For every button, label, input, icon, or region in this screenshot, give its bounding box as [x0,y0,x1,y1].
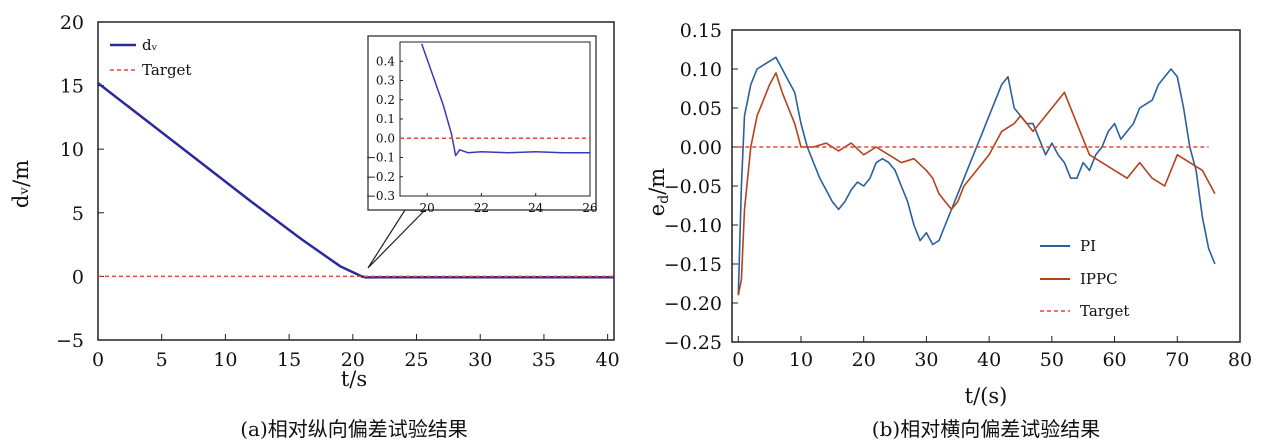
inset-xtick-label: 22 [474,201,489,215]
inset-series-d- [420,43,590,157]
inset-xtick-label: 26 [582,201,597,215]
inset-ytick-label: 0.4 [376,54,395,68]
chart-b-xtick-label: 10 [789,349,813,371]
chart-b-xtick-label: 50 [1040,349,1064,371]
chart-a-caption: (a)相对纵向偏差试验结果 [240,417,468,441]
chart-a-xtick-label: 20 [341,349,365,371]
chart-b-ytick-label: −0.10 [664,215,722,237]
legend-target-label: Target [142,61,191,79]
chart-b-xtick-label: 80 [1228,349,1252,371]
chart-a-ytick-label: 20 [60,12,84,34]
chart-a-series-d- [97,82,614,279]
chart-b-xtick-label: 20 [852,349,876,371]
inset-ytick-label: 0.1 [376,112,395,126]
chart-b-series-ippc [737,72,1216,296]
inset-xtick-label: 24 [528,201,544,215]
inset-ytick-label: −0.2 [366,170,395,184]
chart-a-ytick-label: 5 [72,203,84,225]
chart-b-ytick-label: 0.05 [680,98,722,120]
chart-a: 0 5 10 15 20 25 30 35 40 20 15 10 5 0 −5 dᵥ Target 20 2… [9,12,620,441]
inset-ytick-label: 0.2 [376,93,395,107]
chart-b-ytick-label: 0.00 [680,137,722,159]
legend-ippc-label: IPPC [1080,270,1118,288]
chart-a-xtick-label: 25 [404,349,428,371]
chart-b-ytick-label: −0.05 [664,176,722,198]
inset-ytick-label: −0.1 [366,151,395,165]
inset-ytick-label: 0.0 [376,131,395,145]
chart-a-ytick-label: −5 [56,330,84,352]
chart-a-ytick-label: 10 [60,139,84,161]
chart-a-ylabel: dᵥ/m [9,160,33,208]
chart-a-xtick-label: 10 [213,349,237,371]
inset-ytick-label: 0.3 [376,74,395,88]
chart-b-ylabel: ed/m [645,168,672,216]
chart-a-ytick-label: 15 [60,76,84,98]
chart-b-xlabel: t/(s) [965,384,1008,408]
chart-a-xtick-label: 5 [156,349,168,371]
legend-target-b-label: Target [1080,302,1129,320]
chart-a-frame [97,21,615,341]
legend-pi-label: PI [1080,237,1096,255]
chart-b-ytick-label: 0.10 [680,59,722,81]
inset-xtick-label: 20 [420,201,435,215]
chart-b-xtick-label: 40 [977,349,1001,371]
chart-a-xtick-label: 40 [596,349,620,371]
chart-a-xtick-label: 0 [92,349,104,371]
chart-b-ytick-label: −0.20 [664,293,722,315]
chart-b-xtick-label: 30 [914,349,938,371]
chart-b-caption: (b)相对横向偏差试验结果 [872,417,1100,441]
chart-a-xlabel: t/s [341,367,367,391]
inset-callout [367,209,427,269]
chart-b-xtick-label: 70 [1165,349,1189,371]
chart-b: 0 10 20 30 40 50 60 70 80 0.15 0.10 0.05 0.00 −0.05 −0… [645,20,1252,441]
chart-a-legend: dᵥ Target [110,36,191,79]
chart-a-ytick-label: 0 [72,266,84,288]
legend-dv-label: dᵥ [142,36,158,54]
chart-a-xtick-label: 35 [532,349,556,371]
chart-b-xtick-label: 60 [1102,349,1126,371]
chart-b-legend: PI IPPC Target [1040,237,1129,320]
chart-b-ytick-label: 0.15 [680,20,722,42]
inset-plot-frame [399,41,591,197]
chart-b-ytick-label: −0.25 [664,332,722,354]
inset-ytick-label: −0.3 [366,189,395,203]
chart-b-series-pi [737,56,1216,296]
chart-b-ytick-label: −0.15 [664,254,722,276]
chart-a-xtick-label: 30 [468,349,492,371]
chart-a-xtick-label: 15 [277,349,301,371]
chart-b-xtick-label: 0 [732,349,744,371]
